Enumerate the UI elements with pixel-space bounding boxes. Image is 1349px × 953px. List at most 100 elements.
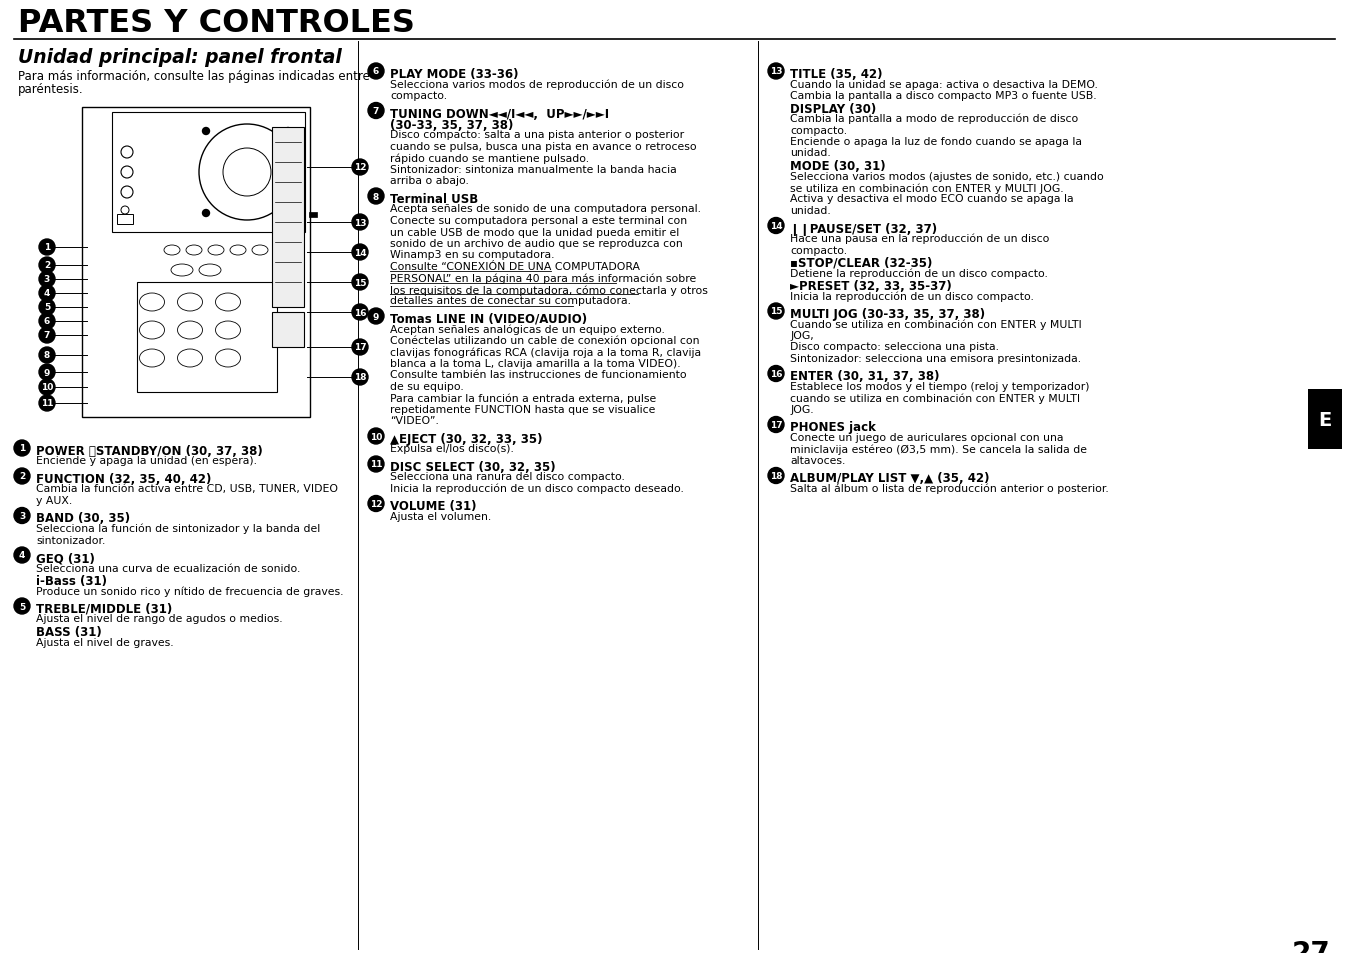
Text: Consulte también las instrucciones de funcionamiento: Consulte también las instrucciones de fu… <box>390 370 687 380</box>
Circle shape <box>768 304 784 319</box>
Text: sonido de un archivo de audio que se reproduzca con: sonido de un archivo de audio que se rep… <box>390 239 683 249</box>
Circle shape <box>39 328 55 344</box>
Text: 6: 6 <box>372 68 379 76</box>
Circle shape <box>39 299 55 315</box>
Circle shape <box>39 272 55 288</box>
Circle shape <box>13 469 30 484</box>
Text: Activa y desactiva el modo ECO cuando se apaga la: Activa y desactiva el modo ECO cuando se… <box>791 194 1074 204</box>
Text: 2: 2 <box>45 261 50 271</box>
Ellipse shape <box>178 294 202 312</box>
Text: Conecte su computadora personal a este terminal con: Conecte su computadora personal a este t… <box>390 215 687 226</box>
Text: 16: 16 <box>770 370 782 378</box>
Circle shape <box>39 314 55 330</box>
Circle shape <box>13 598 30 615</box>
Text: cuando se pulsa, busca una pista en avance o retroceso: cuando se pulsa, busca una pista en avan… <box>390 142 696 152</box>
Text: Cuando la unidad se apaga: activa o desactiva la DEMO.: Cuando la unidad se apaga: activa o desa… <box>791 79 1098 90</box>
Circle shape <box>13 440 30 456</box>
Text: paréntesis.: paréntesis. <box>18 83 84 96</box>
Text: 12: 12 <box>353 163 366 172</box>
Text: 17: 17 <box>353 343 367 352</box>
Text: Winamp3 en su computadora.: Winamp3 en su computadora. <box>390 251 554 260</box>
Circle shape <box>352 214 368 231</box>
Text: cuando se utiliza en combinación con ENTER y MULTI: cuando se utiliza en combinación con ENT… <box>791 393 1081 403</box>
Circle shape <box>352 305 368 320</box>
Circle shape <box>202 129 209 135</box>
Circle shape <box>39 240 55 255</box>
Text: Enciende y apaga la unidad (en espera).: Enciende y apaga la unidad (en espera). <box>36 456 258 466</box>
Circle shape <box>352 339 368 355</box>
Circle shape <box>39 395 55 412</box>
Text: altavoces.: altavoces. <box>791 456 846 465</box>
Text: 8: 8 <box>372 193 379 201</box>
Circle shape <box>368 309 384 325</box>
Text: ENTER (30, 31, 37, 38): ENTER (30, 31, 37, 38) <box>791 370 939 383</box>
Circle shape <box>352 370 368 386</box>
Text: Hace una pausa en la reproducción de un disco: Hace una pausa en la reproducción de un … <box>791 233 1050 244</box>
Text: compacto.: compacto. <box>390 91 447 101</box>
Circle shape <box>39 348 55 364</box>
Ellipse shape <box>229 246 246 255</box>
Ellipse shape <box>216 350 240 368</box>
Text: BASS (31): BASS (31) <box>36 625 101 639</box>
Text: ▪STOP/CLEAR (32-35): ▪STOP/CLEAR (32-35) <box>791 256 932 270</box>
Circle shape <box>768 218 784 234</box>
Text: MULTI JOG (30-33, 35, 37, 38): MULTI JOG (30-33, 35, 37, 38) <box>791 308 985 320</box>
Text: sintonizador.: sintonizador. <box>36 535 105 545</box>
Circle shape <box>352 274 368 291</box>
Text: 2: 2 <box>19 472 26 481</box>
Text: 13: 13 <box>770 68 782 76</box>
Text: se utiliza en combinación con ENTER y MULTI JOG.: se utiliza en combinación con ENTER y MU… <box>791 183 1063 193</box>
Text: Cambia la pantalla a disco compacto MP3 o fuente USB.: Cambia la pantalla a disco compacto MP3 … <box>791 91 1097 101</box>
Text: DISC SELECT (30, 32, 35): DISC SELECT (30, 32, 35) <box>390 460 556 474</box>
Text: Salta al álbum o lista de reproducción anterior o posterior.: Salta al álbum o lista de reproducción a… <box>791 483 1109 494</box>
Bar <box>138 283 277 393</box>
Bar <box>309 213 317 218</box>
Text: 11: 11 <box>40 399 53 408</box>
Circle shape <box>39 257 55 274</box>
Text: TITLE (35, 42): TITLE (35, 42) <box>791 68 882 81</box>
Text: Sintonizador: sintoniza manualmente la banda hacia: Sintonizador: sintoniza manualmente la b… <box>390 165 677 174</box>
Text: 7: 7 <box>372 107 379 116</box>
Text: Disco compacto: salta a una pista anterior o posterior: Disco compacto: salta a una pista anteri… <box>390 131 684 140</box>
Text: Disco compacto: selecciona una pista.: Disco compacto: selecciona una pista. <box>791 342 1000 352</box>
Text: 15: 15 <box>770 307 782 316</box>
Text: Enciende o apaga la luz de fondo cuando se apaga la: Enciende o apaga la luz de fondo cuando … <box>791 137 1082 147</box>
Text: Selecciona una curva de ecualización de sonido.: Selecciona una curva de ecualización de … <box>36 563 301 573</box>
Text: 9: 9 <box>43 368 50 377</box>
Text: 7: 7 <box>43 331 50 340</box>
Ellipse shape <box>165 246 179 255</box>
Circle shape <box>285 211 291 217</box>
Text: 6: 6 <box>45 317 50 326</box>
Text: Cambia la pantalla a modo de reproducción de disco: Cambia la pantalla a modo de reproducció… <box>791 113 1078 125</box>
Text: Cuando se utiliza en combinación con ENTER y MULTI: Cuando se utiliza en combinación con ENT… <box>791 319 1082 330</box>
Text: 14: 14 <box>770 222 782 231</box>
Text: PERSONAL” en la página 40 para más información sobre: PERSONAL” en la página 40 para más infor… <box>390 274 696 284</box>
Text: 4: 4 <box>19 551 26 560</box>
Text: TREBLE/MIDDLE (31): TREBLE/MIDDLE (31) <box>36 602 173 616</box>
Text: Acepta señales de sonido de una computadora personal.: Acepta señales de sonido de una computad… <box>390 204 701 214</box>
Text: (30-33, 35, 37, 38): (30-33, 35, 37, 38) <box>390 119 514 132</box>
Bar <box>272 313 304 348</box>
Text: Tomas LINE IN (VIDEO/AUDIO): Tomas LINE IN (VIDEO/AUDIO) <box>390 313 587 326</box>
Text: Inicia la reproducción de un disco compacto deseado.: Inicia la reproducción de un disco compa… <box>390 483 684 494</box>
Text: unidad.: unidad. <box>791 149 831 158</box>
Text: Selecciona la función de sintonizador y la banda del: Selecciona la función de sintonizador y … <box>36 523 320 534</box>
Text: Para cambiar la función a entrada externa, pulse: Para cambiar la función a entrada extern… <box>390 393 656 403</box>
Text: Inicia la reproducción de un disco compacto.: Inicia la reproducción de un disco compa… <box>791 292 1033 302</box>
Text: 4: 4 <box>43 289 50 298</box>
Text: Cambia la función activa entre CD, USB, TUNER, VIDEO: Cambia la función activa entre CD, USB, … <box>36 484 339 494</box>
Ellipse shape <box>186 246 202 255</box>
Text: compacto.: compacto. <box>791 126 847 135</box>
Text: 8: 8 <box>45 351 50 360</box>
Ellipse shape <box>216 294 240 312</box>
Ellipse shape <box>178 350 202 368</box>
Circle shape <box>285 129 291 135</box>
Circle shape <box>768 468 784 484</box>
Text: PHONES jack: PHONES jack <box>791 421 876 434</box>
Circle shape <box>368 456 384 473</box>
Ellipse shape <box>139 350 165 368</box>
Text: y AUX.: y AUX. <box>36 496 73 505</box>
Ellipse shape <box>171 265 193 276</box>
Text: Expulsa el/los disco(s).: Expulsa el/los disco(s). <box>390 444 514 454</box>
Text: de su equipo.: de su equipo. <box>390 381 464 392</box>
